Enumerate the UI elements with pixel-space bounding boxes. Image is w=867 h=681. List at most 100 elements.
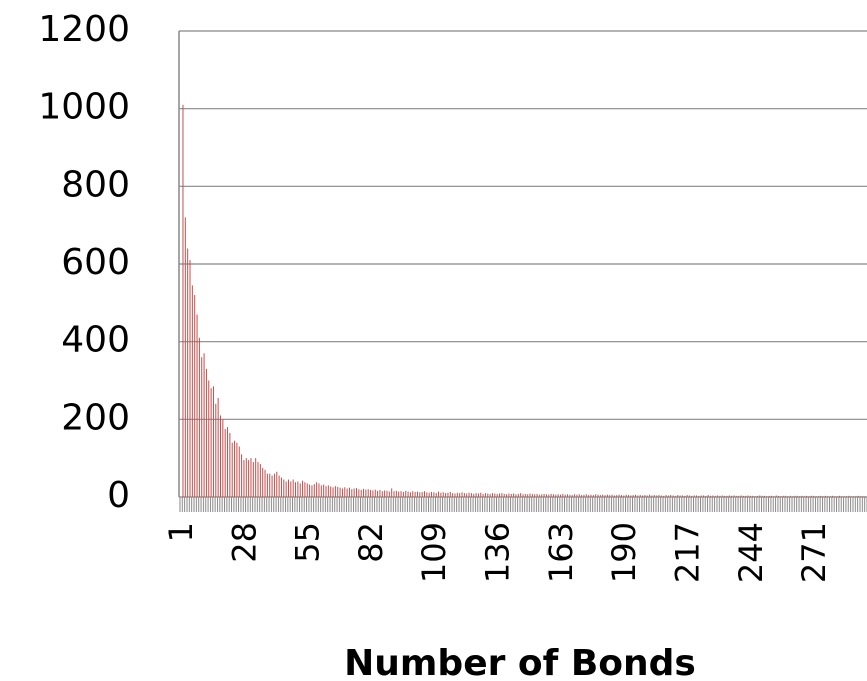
bar (646, 495, 648, 497)
bar (379, 490, 381, 497)
bar (252, 462, 254, 497)
bar (780, 496, 782, 497)
bar (215, 403, 217, 497)
bar (771, 495, 773, 497)
bar (374, 489, 376, 497)
bar (393, 491, 395, 497)
bar (355, 488, 357, 497)
bar (470, 493, 472, 497)
bar (475, 493, 477, 497)
bar (681, 495, 683, 497)
bar (550, 493, 552, 497)
bar (445, 493, 447, 497)
bar (194, 295, 196, 497)
bar (421, 491, 423, 497)
bar (799, 496, 801, 497)
bar (304, 482, 306, 497)
x-tick-label: 109 (415, 522, 453, 583)
bar (592, 495, 594, 497)
bar (405, 490, 407, 497)
bar (477, 493, 479, 497)
bar (796, 495, 798, 497)
y-tick-label: 600 (61, 242, 130, 283)
bar (484, 493, 486, 497)
bar (686, 495, 688, 497)
bar (672, 495, 674, 497)
bar (255, 458, 257, 497)
bar (620, 495, 622, 497)
bar (756, 495, 758, 497)
y-tick-label: 1000 (38, 87, 130, 128)
bar (649, 494, 651, 497)
bar (588, 495, 590, 497)
bar (759, 495, 761, 497)
bar (187, 248, 189, 497)
bar (290, 481, 292, 497)
bar (377, 490, 379, 497)
bar (426, 492, 428, 497)
bar (728, 495, 730, 497)
bar (203, 353, 205, 497)
bar (306, 483, 308, 497)
bar (271, 475, 273, 497)
bar (208, 380, 210, 497)
x-tick-label: 82 (352, 522, 390, 563)
bar (644, 495, 646, 497)
bar (238, 446, 240, 497)
x-axis-ticks (179, 497, 867, 512)
bar (695, 495, 697, 497)
bar (461, 492, 463, 497)
bar (309, 484, 311, 497)
bar (808, 496, 810, 497)
bar (527, 494, 529, 497)
bar (513, 493, 515, 497)
bar (529, 493, 531, 497)
bar (522, 494, 524, 497)
x-tick-label: 1 (162, 522, 200, 542)
bar (219, 415, 221, 497)
bar (632, 495, 634, 497)
bar (520, 493, 522, 497)
bar (506, 494, 508, 497)
bar (262, 467, 264, 497)
bar (752, 495, 754, 497)
bar (670, 495, 672, 497)
bar (801, 495, 803, 497)
bar (517, 493, 519, 497)
bar (334, 486, 336, 497)
bar (698, 495, 700, 497)
bar (313, 484, 315, 497)
bar (557, 494, 559, 497)
bar (794, 495, 796, 497)
bar (766, 496, 768, 497)
y-tick-label: 200 (61, 397, 130, 438)
bar (857, 495, 859, 497)
bar (320, 485, 322, 497)
bar (241, 454, 243, 497)
bar (337, 486, 339, 497)
bar (248, 460, 250, 497)
bar (829, 496, 831, 497)
bar (524, 493, 526, 497)
y-tick-label: 1200 (38, 9, 130, 50)
bar (473, 493, 475, 497)
bar (817, 496, 819, 497)
bar (341, 488, 343, 497)
bar (853, 496, 855, 497)
bar (789, 495, 791, 497)
bar (316, 482, 318, 497)
bar (351, 489, 353, 497)
bar (824, 495, 826, 497)
bar (749, 495, 751, 497)
bar (606, 494, 608, 497)
bar (597, 494, 599, 497)
bar (574, 494, 576, 497)
x-tick-label: 163 (542, 522, 580, 583)
bar (264, 469, 266, 497)
bar (348, 487, 350, 497)
bar (731, 495, 733, 497)
bar (674, 495, 676, 497)
bar (435, 493, 437, 497)
bar (581, 495, 583, 497)
bar (388, 491, 390, 497)
